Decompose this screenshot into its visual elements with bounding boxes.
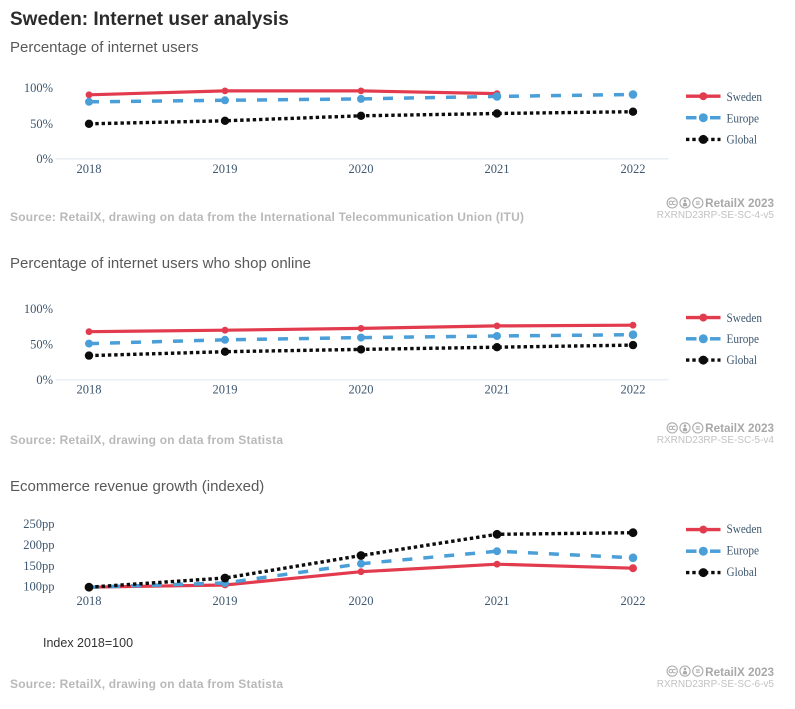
svg-text:150pp: 150pp (23, 559, 54, 573)
svg-text:2018: 2018 (77, 162, 102, 176)
svg-text:2021: 2021 (485, 162, 510, 176)
svg-text:2019: 2019 (213, 594, 238, 608)
svg-text:2019: 2019 (213, 162, 238, 176)
svg-text:2022: 2022 (621, 594, 646, 608)
svg-text:2021: 2021 (485, 383, 510, 397)
svg-text:50%: 50% (30, 117, 53, 131)
svg-text:Global: Global (727, 131, 758, 146)
svg-text:250pp: 250pp (23, 517, 54, 531)
svg-text:2021: 2021 (485, 594, 510, 608)
svg-text:2020: 2020 (349, 162, 374, 176)
svg-text:2020: 2020 (349, 383, 374, 397)
svg-text:50%: 50% (30, 338, 53, 352)
svg-text:100%: 100% (24, 81, 53, 95)
svg-text:2018: 2018 (77, 383, 102, 397)
svg-text:0%: 0% (36, 152, 53, 166)
svg-text:Global: Global (727, 352, 758, 367)
svg-text:2018: 2018 (77, 594, 102, 608)
svg-text:Global: Global (727, 564, 758, 579)
svg-text:2019: 2019 (213, 383, 238, 397)
svg-text:Europe: Europe (727, 331, 760, 346)
svg-text:Sweden: Sweden (727, 521, 763, 536)
svg-text:0%: 0% (36, 373, 53, 387)
svg-text:Europe: Europe (727, 110, 760, 125)
svg-text:2022: 2022 (621, 162, 646, 176)
svg-text:2020: 2020 (349, 594, 374, 608)
svg-text:Sweden: Sweden (727, 310, 763, 325)
svg-text:Europe: Europe (727, 543, 760, 558)
svg-text:100%: 100% (24, 302, 53, 316)
svg-text:100pp: 100pp (23, 580, 54, 594)
svg-text:Sweden: Sweden (727, 89, 763, 104)
svg-text:2022: 2022 (621, 383, 646, 397)
svg-text:200pp: 200pp (23, 538, 54, 552)
